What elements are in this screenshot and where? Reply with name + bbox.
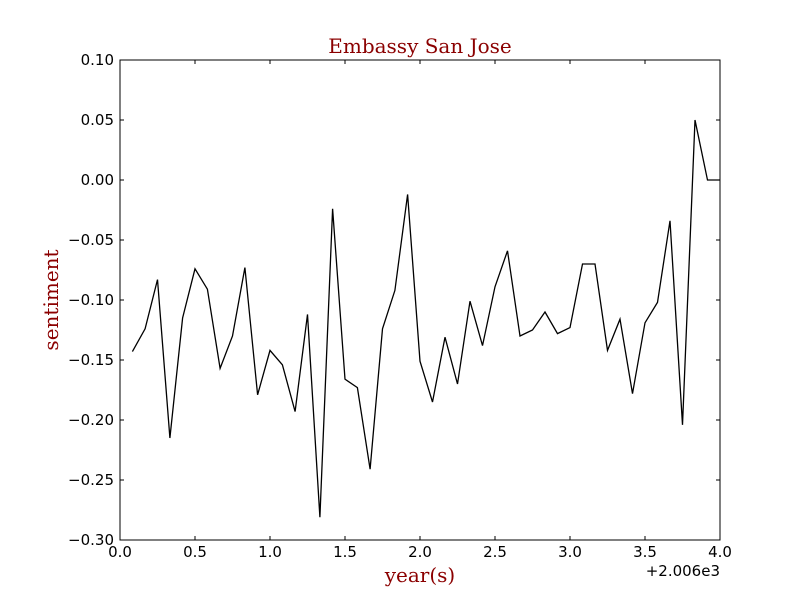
chart-title: Embassy San Jose bbox=[328, 34, 512, 58]
y-tick-label: −0.15 bbox=[68, 351, 114, 369]
x-tick-label: 3.0 bbox=[558, 543, 582, 561]
y-tick-label: −0.05 bbox=[68, 231, 114, 249]
axis-tick-labels: 0.0 0.5 1.0 1.5 2.0 2.5 3.0 3.5 4.0 −0.30 −0.25 −0.… bbox=[68, 51, 732, 561]
x-axis-label: year(s) bbox=[384, 563, 456, 587]
x-tick-label: 1.5 bbox=[333, 543, 357, 561]
y-tick-label: 0.10 bbox=[81, 51, 114, 69]
axis-ticks bbox=[119, 59, 721, 541]
x-tick-label: 3.5 bbox=[633, 543, 657, 561]
y-tick-label: −0.25 bbox=[68, 471, 114, 489]
series-line bbox=[131, 119, 720, 518]
y-tick-label: 0.05 bbox=[81, 111, 114, 129]
series-group bbox=[131, 119, 720, 518]
y-tick-label: 0.00 bbox=[81, 171, 114, 189]
plot-frame bbox=[119, 59, 721, 541]
y-tick-label: −0.20 bbox=[68, 411, 114, 429]
x-axis-offset-label: +2.006e3 bbox=[646, 562, 720, 580]
x-tick-label: 0.5 bbox=[183, 543, 207, 561]
y-tick-label: −0.30 bbox=[68, 531, 114, 549]
x-tick-label: 4.0 bbox=[708, 543, 732, 561]
x-tick-label: 0.0 bbox=[108, 543, 132, 561]
x-tick-label: 2.0 bbox=[408, 543, 432, 561]
x-tick-label: 2.5 bbox=[483, 543, 507, 561]
x-tick-label: 1.0 bbox=[258, 543, 282, 561]
y-tick-label: −0.10 bbox=[68, 291, 114, 309]
y-axis-label: sentiment bbox=[39, 249, 63, 350]
